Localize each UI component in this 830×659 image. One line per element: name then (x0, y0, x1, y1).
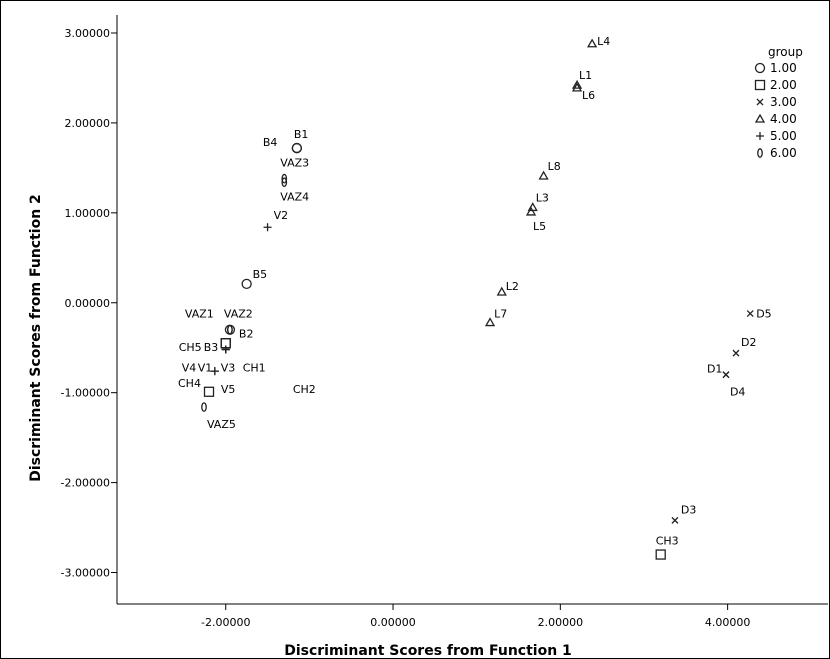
data-point (484, 317, 496, 327)
data-point (571, 82, 583, 92)
point-label: L6 (582, 89, 595, 102)
point-label: V1 (198, 362, 213, 375)
point-label: VAZ1 (185, 308, 214, 321)
data-point (224, 324, 236, 335)
point-label: VAZ3 (280, 157, 309, 170)
data-point (671, 516, 679, 524)
point-label: D2 (741, 336, 756, 349)
axis-ticks: 3.00000 2.00000 1.00000 0.00000 -1.00000 -2.0… (61, 27, 751, 629)
point-label: B4 (263, 136, 278, 149)
data-point (571, 79, 583, 89)
legend-entry-label: 6.00 (770, 146, 797, 160)
x-tick-label: 0.00000 (370, 616, 416, 629)
y-tick-label: -2.00000 (61, 477, 110, 490)
data-point (227, 324, 233, 335)
data-point (281, 173, 288, 184)
legend-entry-label: 2.00 (770, 78, 797, 92)
point-label: D3 (681, 503, 696, 516)
legend-marker (757, 148, 763, 158)
point-label: B1 (294, 128, 309, 141)
point-label: B5 (253, 268, 268, 281)
point-label: VAZ5 (207, 418, 236, 431)
point-label: L8 (548, 160, 561, 173)
x-axis-title: Discriminant Scores from Function 1 (284, 643, 572, 659)
legend-marker (754, 113, 766, 123)
data-point (203, 386, 215, 397)
point-label: V3 (221, 362, 236, 375)
point-label: L1 (579, 69, 592, 82)
point-label: CH2 (293, 383, 316, 396)
point-label: V5 (221, 383, 236, 396)
y-tick-label: -3.00000 (61, 567, 110, 580)
point-label: CH1 (243, 362, 266, 375)
legend-entry-label: 4.00 (770, 112, 797, 126)
data-point (291, 142, 302, 154)
y-tick-label: -1.00000 (61, 387, 110, 400)
point-label: D5 (756, 308, 771, 321)
point-label: D4 (730, 386, 745, 399)
data-point (210, 367, 219, 376)
point-label: CH5 (179, 341, 202, 354)
point-label: L3 (536, 191, 549, 204)
legend-marker (754, 62, 766, 74)
point-label: L4 (597, 35, 610, 48)
data-point (281, 177, 288, 188)
data-point (746, 310, 754, 318)
point-label: VAZ4 (280, 190, 309, 203)
legend-entry-label: 3.00 (770, 95, 797, 109)
legend-entry-label: 1.00 (770, 61, 797, 75)
point-label: L7 (494, 308, 507, 321)
y-tick-label: 3.00000 (65, 27, 111, 40)
y-tick-label: 2.00000 (65, 117, 111, 130)
point-label: L5 (533, 220, 546, 233)
data-point (722, 371, 730, 379)
point-label: B3 (204, 341, 219, 354)
y-tick-label: 1.00000 (65, 207, 111, 220)
data-point (241, 278, 252, 290)
y-axis-title: Discriminant Scores from Function 2 (28, 194, 44, 482)
y-tick-label: 0.00000 (65, 297, 111, 310)
legend: group 1.00 2.00 3.00 4.00 5.00 6.00 (754, 45, 803, 160)
point-label: B2 (239, 328, 254, 341)
data-point (655, 549, 666, 560)
data-point (221, 345, 230, 354)
data-point (496, 286, 507, 296)
data-point (525, 206, 537, 216)
data-point (263, 223, 272, 232)
legend-entry-label: 5.00 (770, 129, 797, 143)
legend-title: group (768, 45, 803, 59)
x-tick-label: 2.00000 (538, 616, 584, 629)
x-tick-label: -2.00000 (201, 616, 250, 629)
point-label: VAZ2 (224, 308, 253, 321)
data-points (201, 38, 754, 560)
point-label: V4 (182, 362, 197, 375)
legend-marker (756, 132, 764, 140)
point-label: CH4 (178, 377, 201, 390)
point-label: D1 (707, 363, 722, 376)
legend-marker (754, 79, 766, 91)
legend-marker (756, 98, 764, 106)
data-point (586, 38, 598, 48)
data-point (732, 349, 740, 357)
point-label: L2 (506, 280, 519, 293)
data-point (201, 402, 207, 412)
x-tick-label: 4.00000 (705, 616, 751, 629)
axes (116, 15, 828, 605)
data-point (538, 170, 549, 180)
point-label: V2 (274, 209, 289, 222)
point-label: CH3 (656, 535, 679, 548)
